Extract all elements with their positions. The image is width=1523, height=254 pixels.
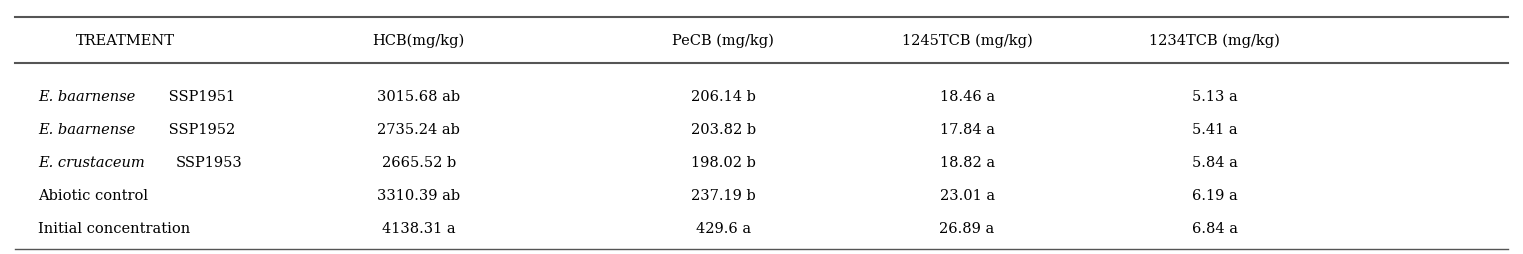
Text: 26.89 a: 26.89 a <box>940 222 995 235</box>
Text: 5.84 a: 5.84 a <box>1191 156 1238 169</box>
Text: E. baarnense: E. baarnense <box>38 123 136 136</box>
Text: 18.82 a: 18.82 a <box>940 156 995 169</box>
Text: 6.84 a: 6.84 a <box>1191 222 1238 235</box>
Text: SSP1952: SSP1952 <box>163 123 235 136</box>
Text: Abiotic control: Abiotic control <box>38 189 148 202</box>
Text: SSP1951: SSP1951 <box>163 90 235 103</box>
Text: 1234TCB (mg/kg): 1234TCB (mg/kg) <box>1150 34 1279 48</box>
Text: 429.6 a: 429.6 a <box>696 222 751 235</box>
Text: TREATMENT: TREATMENT <box>76 34 175 47</box>
Text: E. baarnense: E. baarnense <box>38 90 136 103</box>
Text: 5.13 a: 5.13 a <box>1191 90 1238 103</box>
Text: Initial concentration: Initial concentration <box>38 222 190 235</box>
Text: E. crustaceum: E. crustaceum <box>38 156 145 169</box>
Text: 4138.31 a: 4138.31 a <box>382 222 455 235</box>
Text: 1245TCB (mg/kg): 1245TCB (mg/kg) <box>902 34 1033 48</box>
Text: 17.84 a: 17.84 a <box>940 123 995 136</box>
Text: 3015.68 ab: 3015.68 ab <box>378 90 460 103</box>
Text: 23.01 a: 23.01 a <box>940 189 995 202</box>
Text: HCB(mg/kg): HCB(mg/kg) <box>373 34 465 48</box>
Text: 3310.39 ab: 3310.39 ab <box>378 189 460 202</box>
Text: 2735.24 ab: 2735.24 ab <box>378 123 460 136</box>
Text: SSP1953: SSP1953 <box>175 156 242 169</box>
Text: 5.41 a: 5.41 a <box>1193 123 1237 136</box>
Text: 2665.52 b: 2665.52 b <box>382 156 455 169</box>
Text: 237.19 b: 237.19 b <box>691 189 755 202</box>
Text: PeCB (mg/kg): PeCB (mg/kg) <box>673 34 774 48</box>
Text: 6.19 a: 6.19 a <box>1191 189 1238 202</box>
Text: 203.82 b: 203.82 b <box>691 123 755 136</box>
Text: 198.02 b: 198.02 b <box>691 156 755 169</box>
Text: 206.14 b: 206.14 b <box>691 90 755 103</box>
Text: 18.46 a: 18.46 a <box>940 90 995 103</box>
